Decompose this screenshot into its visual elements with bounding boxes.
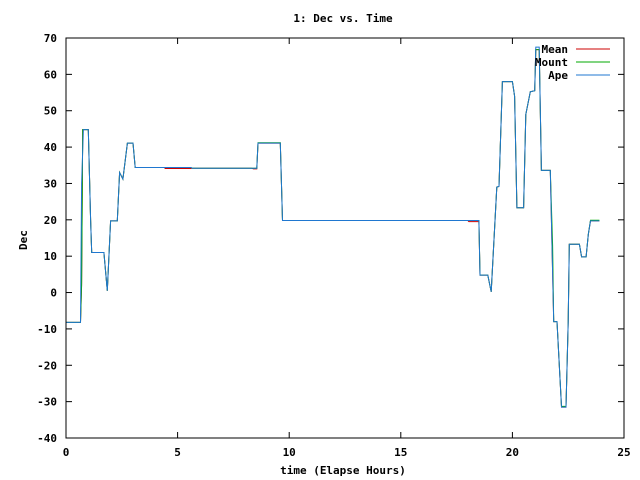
x-tick-label: 15 [394, 446, 407, 459]
series-line-ape [66, 46, 600, 408]
x-tick-label: 10 [283, 446, 296, 459]
y-tick-label: 60 [44, 68, 57, 81]
plot-lines [66, 46, 600, 408]
y-tick-label: -10 [37, 323, 57, 336]
x-tick-label: 20 [506, 446, 519, 459]
x-tick-label: 0 [63, 446, 70, 459]
y-tick-label: -30 [37, 396, 57, 409]
y-axis-label: Dec [17, 230, 30, 250]
legend-label-ape: Ape [548, 69, 568, 82]
y-tick-label: 20 [44, 214, 57, 227]
plot-frame [65, 37, 625, 439]
y-tick-label: 0 [50, 287, 57, 300]
y-tick-label: -20 [37, 359, 57, 372]
x-axis-label: time (Elapse Hours) [280, 464, 406, 477]
y-tick-label: -40 [37, 432, 57, 445]
y-tick-label: 30 [44, 177, 57, 190]
axis-ticks: 70 60 50 40 30 20 10 0 -10 -20 -30 -40 0 5 10 15 20 25 [37, 32, 631, 459]
chart-title: 1: Dec vs. Time [293, 12, 393, 25]
legend-label-mount: Mount [535, 56, 568, 69]
x-tick-label: 5 [174, 446, 181, 459]
y-tick-label: 50 [44, 105, 57, 118]
y-tick-label: 10 [44, 250, 57, 263]
y-tick-label: 40 [44, 141, 57, 154]
x-tick-label: 25 [617, 446, 630, 459]
y-tick-label: 70 [44, 32, 57, 45]
legend-label-mean: Mean [542, 43, 569, 56]
